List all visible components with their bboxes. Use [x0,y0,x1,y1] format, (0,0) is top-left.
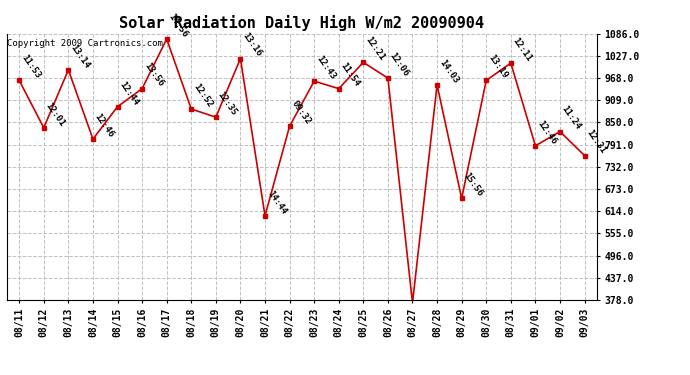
Title: Solar Radiation Daily High W/m2 20090904: Solar Radiation Daily High W/m2 20090904 [119,15,484,31]
Text: 12:11: 12:11 [511,36,533,63]
Text: 12:06: 12:06 [388,51,411,78]
Text: 12:43: 12:43 [314,54,337,81]
Text: 12:21: 12:21 [364,35,386,62]
Text: 13:56: 13:56 [142,62,165,88]
Text: 12:31: 12:31 [584,128,607,156]
Text: 13:14: 13:14 [68,43,91,70]
Text: 11:24: 11:24 [560,104,583,132]
Text: 14:44: 14:44 [265,189,288,216]
Text: 12:01: 12:01 [43,100,66,128]
Text: 12:37: 12:37 [0,374,1,375]
Text: 12:35: 12:35 [216,90,239,117]
Text: 14:03: 14:03 [437,58,460,85]
Text: 09:32: 09:32 [290,99,313,126]
Text: 11:54: 11:54 [339,62,362,88]
Text: 14:56: 14:56 [167,12,190,39]
Text: 13:16: 13:16 [240,32,263,58]
Text: 12:46: 12:46 [93,112,116,139]
Text: 12:44: 12:44 [117,80,140,107]
Text: 13:19: 13:19 [486,53,509,80]
Text: 12:52: 12:52 [191,82,214,109]
Text: Copyright 2009 Cartronics.com: Copyright 2009 Cartronics.com [8,39,164,48]
Text: 15:56: 15:56 [462,171,484,198]
Text: 11:53: 11:53 [19,53,42,80]
Text: 12:46: 12:46 [535,118,558,146]
